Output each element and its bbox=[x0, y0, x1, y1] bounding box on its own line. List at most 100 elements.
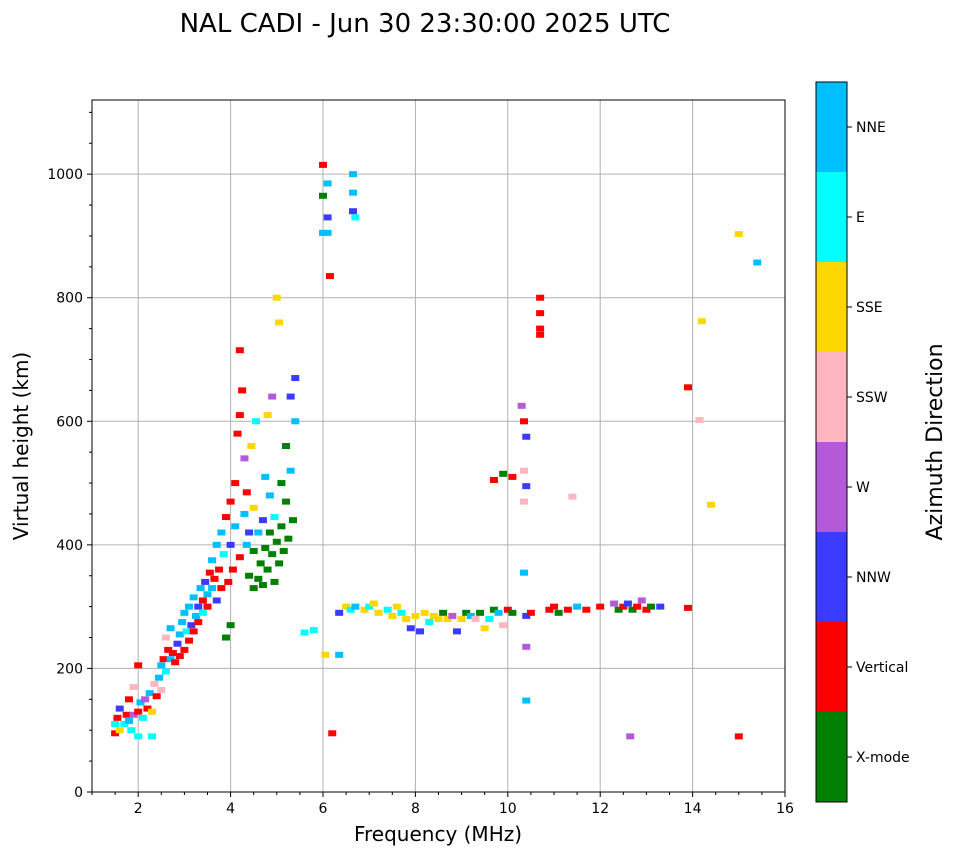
colorbar-segment bbox=[816, 262, 847, 352]
data-point bbox=[203, 591, 212, 598]
data-point bbox=[279, 548, 288, 555]
data-point bbox=[205, 569, 214, 576]
grid-lines bbox=[92, 100, 785, 792]
data-point bbox=[201, 578, 210, 585]
data-point bbox=[226, 622, 235, 629]
data-point bbox=[286, 393, 295, 400]
colorbar-segment bbox=[816, 82, 847, 172]
data-point bbox=[282, 498, 291, 505]
data-point bbox=[628, 606, 637, 613]
data-point bbox=[150, 680, 159, 687]
data-point bbox=[217, 529, 226, 536]
data-point bbox=[536, 331, 545, 338]
data-point bbox=[349, 189, 358, 196]
data-point bbox=[191, 612, 200, 619]
data-point bbox=[185, 637, 194, 644]
data-point bbox=[228, 566, 237, 573]
x-tick-label: 10 bbox=[499, 801, 517, 817]
data-point bbox=[256, 560, 265, 567]
data-point bbox=[242, 541, 251, 548]
data-point bbox=[369, 600, 378, 607]
data-point bbox=[252, 418, 261, 425]
data-point bbox=[434, 616, 443, 622]
data-points bbox=[111, 161, 762, 740]
data-point bbox=[573, 603, 582, 610]
data-point bbox=[203, 603, 212, 610]
data-point bbox=[238, 387, 247, 394]
data-point bbox=[194, 603, 203, 610]
data-point bbox=[753, 259, 762, 266]
data-point bbox=[626, 733, 635, 740]
data-point bbox=[124, 717, 133, 724]
data-point bbox=[563, 606, 572, 613]
colorbar-label: Vertical bbox=[856, 660, 908, 676]
colorbar-segment bbox=[816, 442, 847, 532]
data-point bbox=[374, 609, 383, 616]
y-tick-label: 1000 bbox=[47, 167, 83, 183]
data-point bbox=[277, 523, 286, 530]
data-point bbox=[277, 480, 286, 487]
data-point bbox=[328, 730, 337, 737]
data-point bbox=[173, 640, 182, 647]
data-point bbox=[582, 606, 591, 613]
data-point bbox=[134, 662, 143, 669]
data-point bbox=[157, 662, 166, 669]
data-point bbox=[129, 683, 138, 690]
data-point bbox=[268, 393, 277, 400]
data-point bbox=[231, 480, 240, 487]
colorbar-title: Azimuth Direction bbox=[923, 343, 948, 540]
data-point bbox=[254, 575, 263, 582]
data-point bbox=[168, 649, 177, 656]
data-point bbox=[265, 529, 274, 536]
data-point bbox=[178, 619, 187, 626]
plot-frame bbox=[91, 99, 786, 793]
data-point bbox=[159, 656, 168, 663]
data-point bbox=[288, 517, 297, 524]
data-point bbox=[397, 609, 406, 616]
data-point bbox=[420, 609, 429, 616]
data-point bbox=[697, 318, 706, 325]
data-point bbox=[466, 612, 475, 619]
data-point bbox=[499, 470, 508, 477]
data-point bbox=[111, 721, 120, 728]
data-point bbox=[134, 733, 143, 740]
data-point bbox=[489, 606, 498, 613]
data-point bbox=[494, 609, 503, 616]
data-point bbox=[349, 171, 358, 178]
colorbar-segment bbox=[816, 712, 847, 802]
colorbar-segment bbox=[816, 172, 847, 262]
data-point bbox=[120, 721, 129, 728]
data-point bbox=[247, 443, 256, 449]
data-point bbox=[522, 697, 531, 704]
data-point bbox=[683, 384, 692, 391]
x-tick-label: 12 bbox=[591, 801, 609, 817]
data-point bbox=[226, 541, 235, 548]
data-point bbox=[215, 566, 224, 573]
colorbar-label: SSW bbox=[856, 390, 888, 406]
data-point bbox=[270, 578, 279, 585]
data-point bbox=[171, 659, 180, 666]
data-point bbox=[411, 612, 420, 619]
data-point bbox=[522, 612, 531, 619]
data-point bbox=[321, 651, 330, 658]
data-point bbox=[275, 319, 284, 326]
data-point bbox=[406, 625, 415, 632]
data-point bbox=[164, 646, 173, 653]
colorbar-label: SSE bbox=[856, 300, 883, 316]
data-point bbox=[596, 603, 605, 610]
x-tick-label: 14 bbox=[684, 801, 702, 817]
data-point bbox=[633, 603, 642, 610]
data-point bbox=[245, 572, 254, 579]
data-point bbox=[136, 699, 145, 706]
data-point bbox=[522, 643, 531, 650]
data-point bbox=[536, 294, 545, 301]
data-point bbox=[261, 544, 270, 551]
data-point bbox=[226, 498, 235, 505]
data-point bbox=[212, 541, 221, 548]
data-point bbox=[536, 325, 545, 332]
data-point bbox=[219, 551, 228, 558]
data-point bbox=[323, 214, 332, 221]
data-point bbox=[707, 501, 716, 508]
x-tick-label: 2 bbox=[134, 801, 143, 817]
